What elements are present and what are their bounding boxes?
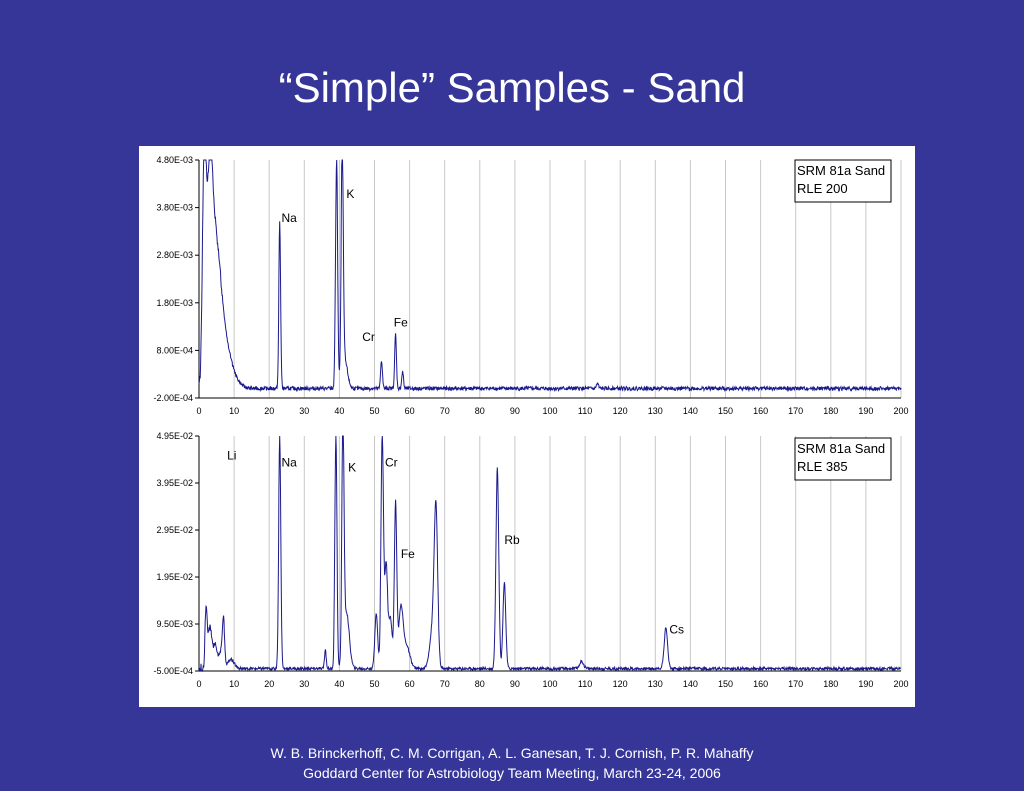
- spectrum-trace: [198, 159, 902, 393]
- peak-label-fe: Fe: [401, 547, 415, 561]
- y-tick-label: 1.95E-02: [156, 572, 193, 582]
- x-tick-label: 90: [510, 679, 520, 689]
- footer: W. B. Brinckerhoff, C. M. Corrigan, A. L…: [0, 743, 1024, 783]
- x-tick-label: 110: [578, 406, 592, 416]
- x-tick-label: 40: [334, 406, 344, 416]
- x-tick-label: 120: [613, 406, 628, 416]
- y-tick-label: 9.50E-03: [156, 619, 193, 629]
- legend-line-1: SRM 81a Sand: [797, 441, 885, 456]
- peak-label-cr: Cr: [362, 330, 375, 344]
- peak-label-na: Na: [281, 211, 297, 225]
- y-tick-label: 2.80E-03: [156, 250, 193, 260]
- peak-label-li: Li: [227, 449, 236, 463]
- x-tick-label: 30: [299, 679, 309, 689]
- legend-line-2: RLE 385: [797, 459, 848, 474]
- x-tick-label: 0: [196, 679, 201, 689]
- x-tick-label: 180: [823, 679, 838, 689]
- peak-label-k: K: [348, 460, 356, 474]
- x-tick-label: 100: [542, 406, 557, 416]
- peak-label-cs: Cs: [669, 622, 684, 636]
- x-tick-label: 50: [369, 679, 379, 689]
- y-tick-label: 2.95E-02: [156, 525, 193, 535]
- spectrum-panel-1: 0 10 20 30 40 50 60 70 80 90 100 110 120 130 140 150 160…: [153, 155, 908, 416]
- x-tick-label: 140: [683, 406, 698, 416]
- x-tick-label: 0: [196, 406, 201, 416]
- x-tick-label: 80: [475, 679, 485, 689]
- peak-label-k: K: [346, 187, 354, 201]
- x-tick-label: 70: [440, 406, 450, 416]
- spectra-chart: 0 10 20 30 40 50 60 70 80 90 100 110 120 130 140 150 160…: [153, 155, 908, 689]
- x-tick-label: 60: [405, 406, 415, 416]
- chart-panel: 0 10 20 30 40 50 60 70 80 90 100 110 120 130 140 150 160…: [139, 146, 915, 707]
- x-tick-label: 180: [823, 406, 838, 416]
- spectrum-trace: [198, 435, 902, 673]
- x-tick-label: 150: [718, 406, 733, 416]
- x-tick-label: 120: [613, 679, 628, 689]
- y-tick-label: -5.00E-04: [153, 666, 193, 676]
- y-tick-label: 1.80E-03: [156, 298, 193, 308]
- x-tick-label: 10: [229, 679, 239, 689]
- peak-label-cr: Cr: [385, 456, 398, 470]
- x-tick-label: 160: [753, 679, 768, 689]
- x-tick-label: 160: [753, 406, 768, 416]
- peak-label-na: Na: [281, 456, 297, 470]
- y-tick-label: 4.80E-03: [156, 155, 193, 165]
- x-tick-label: 200: [893, 679, 908, 689]
- x-tick-label: 90: [510, 406, 520, 416]
- peak-label-fe: Fe: [394, 316, 408, 330]
- footer-authors: W. B. Brinckerhoff, C. M. Corrigan, A. L…: [270, 745, 754, 761]
- y-tick-label: 3.95E-02: [156, 478, 193, 488]
- legend-box: [794, 437, 892, 481]
- x-tick-label: 20: [264, 406, 274, 416]
- footer-meeting: Goddard Center for Astrobiology Team Mee…: [303, 765, 721, 781]
- y-tick-label: -2.00E-04: [153, 393, 193, 403]
- x-tick-label: 30: [299, 406, 309, 416]
- peak-label-rb: Rb: [504, 533, 520, 547]
- x-tick-label: 100: [542, 679, 557, 689]
- x-tick-label: 130: [648, 679, 663, 689]
- y-tick-label: 8.00E-04: [156, 345, 193, 355]
- slide-title: “Simple” Samples - Sand: [278, 64, 746, 111]
- spectrum-panel-2: 0 10 20 30 40 50 60 70 80 90 100 110 120 130 140 150 160…: [153, 431, 908, 689]
- legend-line-1: SRM 81a Sand: [797, 163, 885, 178]
- x-tick-label: 60: [405, 679, 415, 689]
- x-tick-label: 20: [264, 679, 274, 689]
- x-tick-label: 70: [440, 679, 450, 689]
- x-tick-label: 150: [718, 679, 733, 689]
- y-tick-label: 3.80E-03: [156, 203, 193, 213]
- x-tick-label: 40: [334, 679, 344, 689]
- x-tick-label: 200: [893, 406, 908, 416]
- x-tick-label: 50: [369, 406, 379, 416]
- x-tick-label: 10: [229, 406, 239, 416]
- legend-line-2: RLE 200: [797, 181, 848, 196]
- x-tick-label: 140: [683, 679, 698, 689]
- x-tick-label: 110: [578, 679, 592, 689]
- x-tick-label: 190: [858, 679, 873, 689]
- x-tick-label: 80: [475, 406, 485, 416]
- x-tick-label: 130: [648, 406, 663, 416]
- x-tick-label: 170: [788, 406, 803, 416]
- x-tick-label: 170: [788, 679, 803, 689]
- x-tick-label: 190: [858, 406, 873, 416]
- y-tick-label: 4.95E-02: [156, 431, 193, 441]
- legend-box: [794, 159, 892, 203]
